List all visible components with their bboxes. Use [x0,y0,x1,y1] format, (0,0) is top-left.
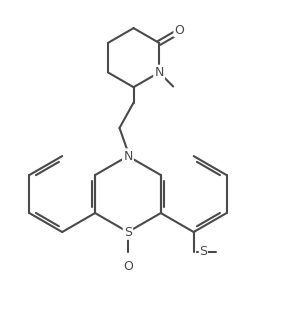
Text: S: S [124,226,132,238]
Text: O: O [174,24,184,37]
Text: N: N [123,150,133,163]
Text: S: S [199,245,207,258]
Text: N: N [154,66,164,79]
Text: O: O [123,260,133,273]
